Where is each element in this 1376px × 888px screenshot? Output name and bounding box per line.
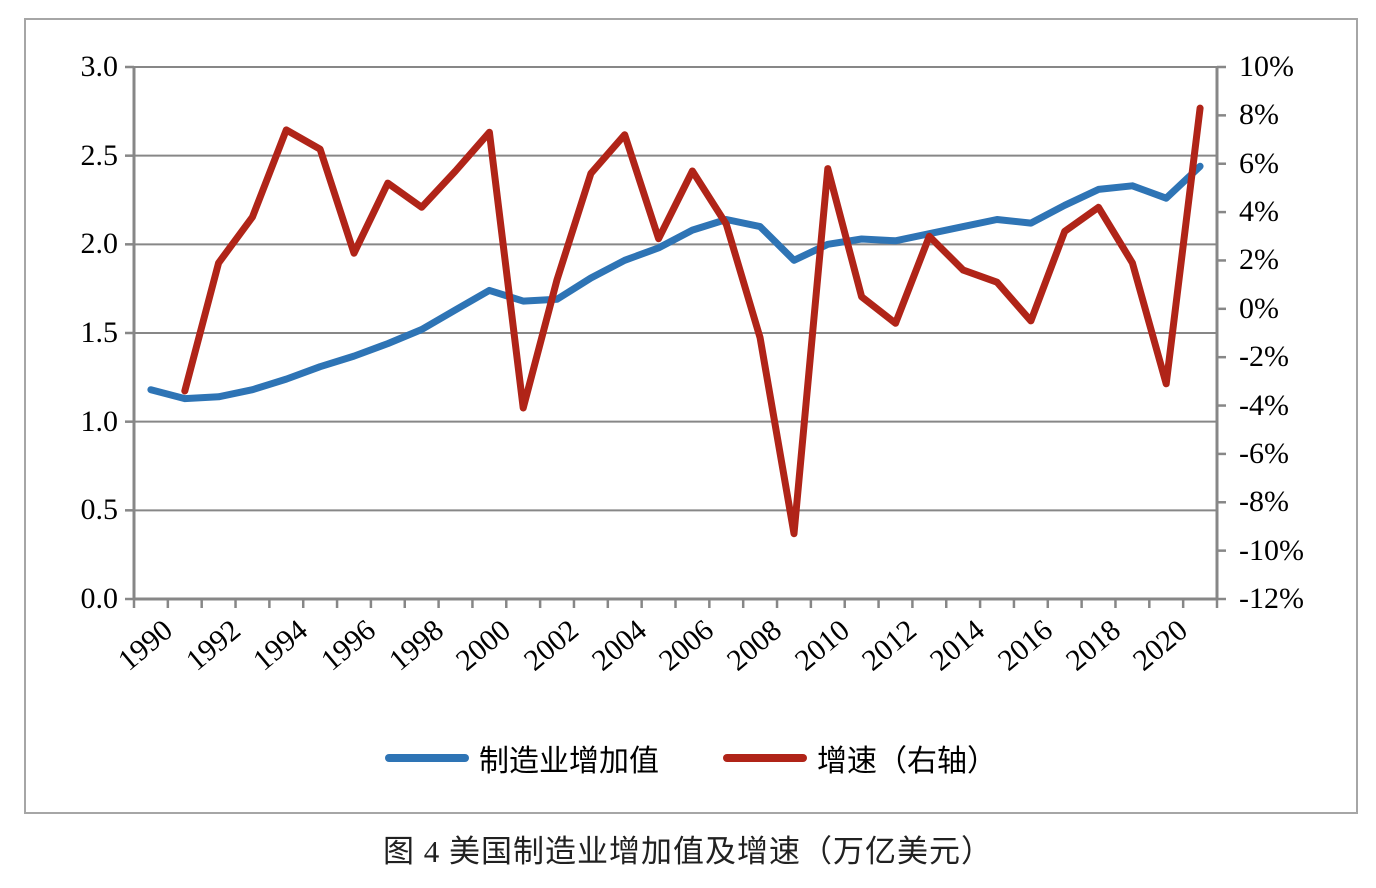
legend: 制造业增加值 增速（右轴） (26, 736, 1356, 780)
right-axis-label: -10% (1239, 533, 1304, 567)
right-axis-label: -2% (1239, 340, 1289, 374)
chart-plot-area (125, 65, 1226, 608)
legend-line-blue-icon (385, 754, 469, 762)
right-axis-label: 4% (1239, 195, 1279, 229)
series-line-1 (181, 104, 1204, 538)
left-axis-label: 2.0 (80, 227, 119, 261)
left-axis-label: 0.0 (80, 582, 119, 615)
legend-item-growth-rate: 增速（右轴） (723, 736, 997, 780)
legend-item-value-added: 制造业增加值 (385, 736, 659, 780)
legend-label-growth-rate: 增速（右轴） (817, 745, 997, 778)
right-axis-label: 2% (1239, 243, 1279, 277)
chart-caption: 图 4 美国制造业增加值及增速（万亿美元） (383, 834, 993, 869)
left-axis-label: 0.5 (80, 493, 119, 527)
legend-label-value-added: 制造业增加值 (479, 745, 659, 778)
right-axis-label: -6% (1239, 436, 1289, 470)
left-axis-label: 1.5 (80, 316, 119, 349)
left-axis-label: 1.0 (80, 404, 119, 438)
right-axis-label: 0% (1239, 291, 1279, 325)
right-axis-label: 10% (1239, 50, 1294, 83)
left-axis-label: 2.5 (80, 138, 119, 172)
right-axis-label: -8% (1239, 485, 1289, 519)
series-line-0 (147, 162, 1204, 403)
right-axis-label: 6% (1239, 146, 1279, 180)
right-axis-label: -4% (1239, 388, 1289, 422)
legend-line-red-icon (723, 754, 807, 762)
chart-frame: 3.0 2.5 2.0 1.5 1.0 0.5 0.0 10% 8% 6% 4% 2% 0% -2% -4%… (24, 18, 1358, 814)
right-axis-label: -12% (1239, 582, 1304, 615)
right-axis-label: 8% (1239, 98, 1279, 132)
left-axis-label: 3.0 (80, 50, 119, 83)
